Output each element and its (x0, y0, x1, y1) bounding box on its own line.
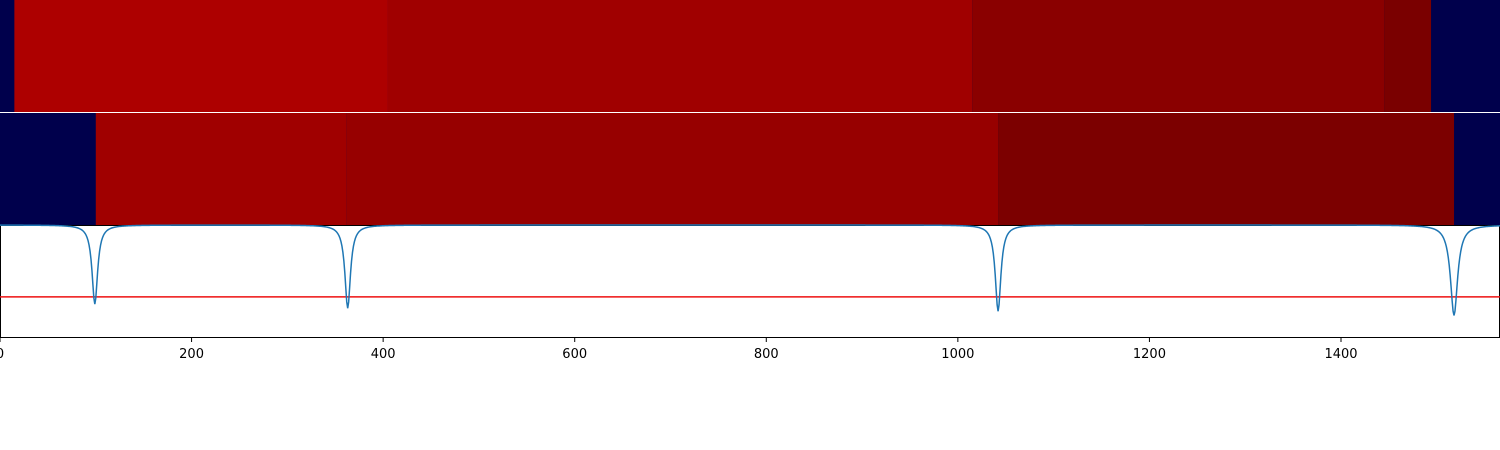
track-2-segment-3 (998, 113, 1455, 225)
x-tick-label: 1000 (941, 347, 974, 362)
x-tick-label: 0 (0, 347, 4, 362)
x-axis: 0 200 400 600 800 1000 1200 1400 (0, 338, 1358, 362)
track-2-segment-2 (346, 113, 999, 225)
x-tick-label: 400 (371, 347, 396, 362)
track-1-segment-1 (14, 0, 388, 112)
x-tick-label: 600 (562, 347, 587, 362)
x-tick-label: 1400 (1324, 347, 1357, 362)
x-tick-label: 800 (754, 347, 779, 362)
track-1-segment-4 (1384, 0, 1432, 112)
segment-track-1 (0, 0, 1500, 112)
signal-axes (0, 224, 1500, 338)
segment-track-2 (0, 113, 1500, 225)
signal-line (0, 224, 1500, 316)
track-1-segment-3 (972, 0, 1385, 112)
track-2-segment-1 (95, 113, 347, 225)
track-1-segment-2 (387, 0, 973, 112)
x-tick-label: 1200 (1133, 347, 1166, 362)
x-tick-label: 200 (179, 347, 204, 362)
